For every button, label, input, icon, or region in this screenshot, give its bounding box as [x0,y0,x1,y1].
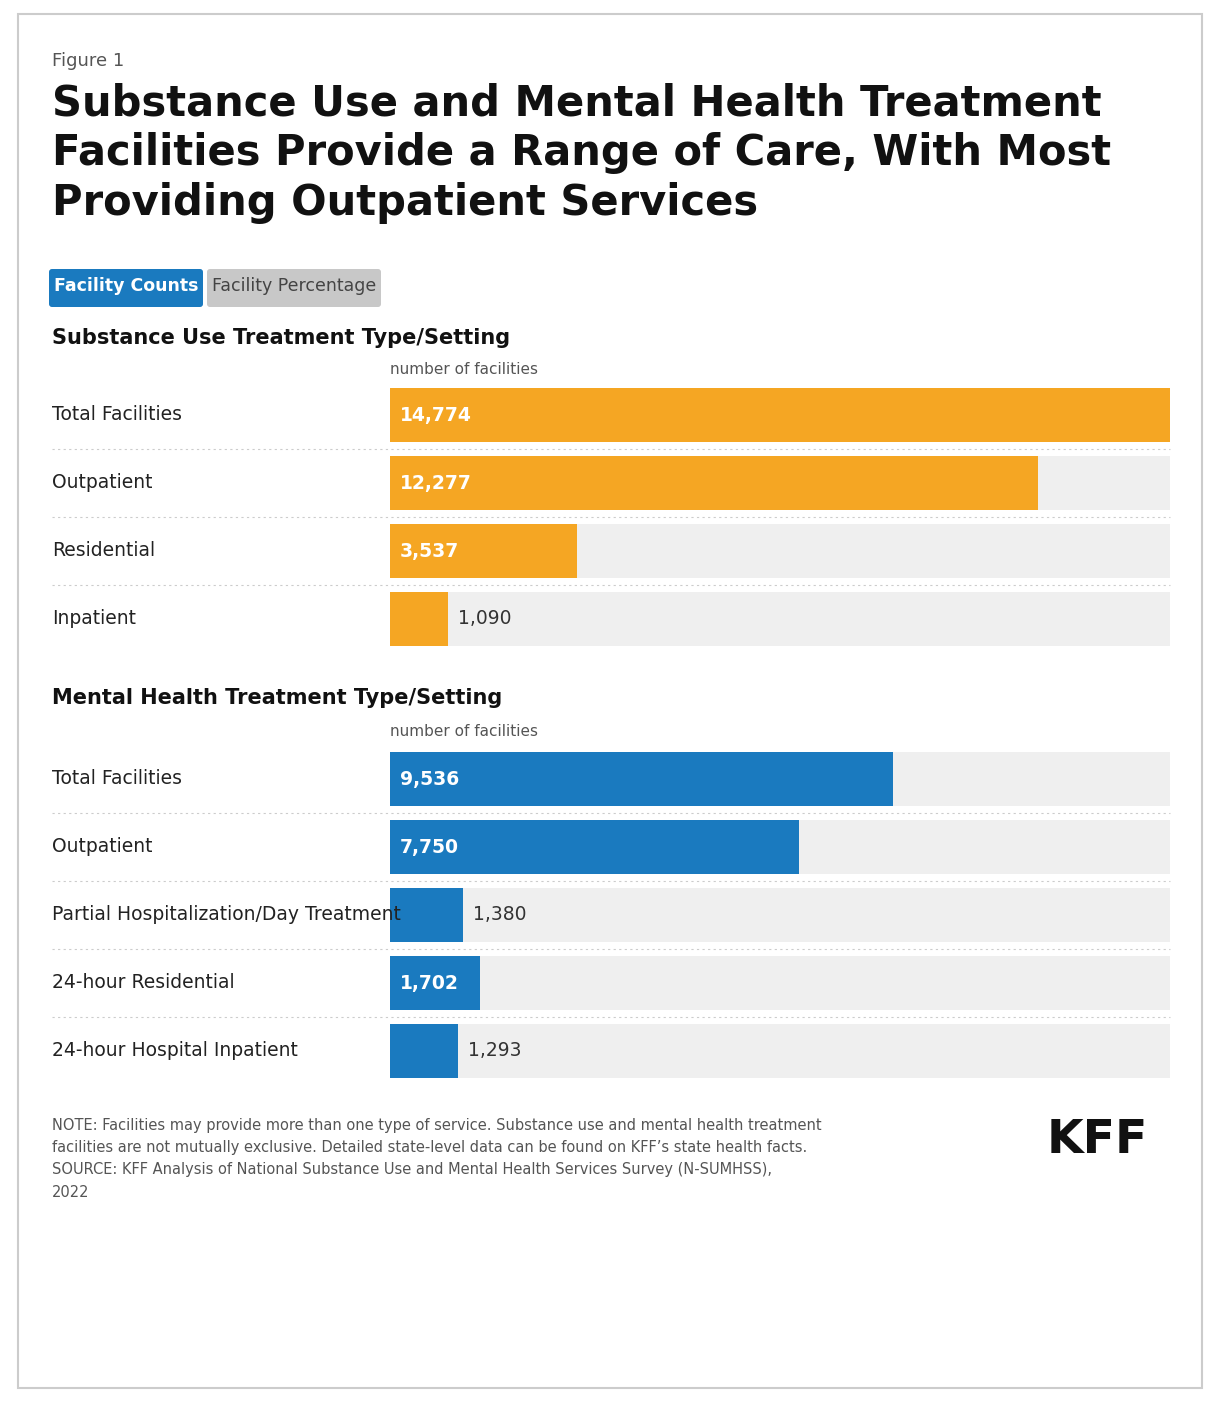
Bar [390,820,799,873]
Text: Substance Use Treatment Type/Setting: Substance Use Treatment Type/Setting [52,328,510,348]
Bar [390,751,893,806]
Text: NOTE: Facilities may provide more than one type of service. Substance use and me: NOTE: Facilities may provide more than o… [52,1117,821,1200]
FancyBboxPatch shape [49,269,203,307]
Bar [390,1023,1170,1078]
Text: Facility Counts: Facility Counts [54,278,198,294]
Text: number of facilities: number of facilities [390,723,538,739]
Text: Facility Percentage: Facility Percentage [212,278,376,294]
Text: Total Facilities: Total Facilities [52,770,182,788]
Text: 9,536: 9,536 [400,770,459,788]
Text: 12,277: 12,277 [400,474,472,492]
Bar [390,456,1038,510]
Text: 1,090: 1,090 [458,610,511,628]
Text: Substance Use and Mental Health Treatment
Facilities Provide a Range of Care, Wi: Substance Use and Mental Health Treatmen… [52,81,1111,224]
Text: 3,537: 3,537 [400,541,459,561]
Text: Partial Hospitalization/Day Treatment: Partial Hospitalization/Day Treatment [52,906,401,924]
Bar [390,820,1170,873]
Bar [390,592,448,646]
Bar [390,751,1170,806]
Text: 24-hour Hospital Inpatient: 24-hour Hospital Inpatient [52,1042,298,1060]
Bar [390,388,1170,442]
Text: Mental Health Treatment Type/Setting: Mental Health Treatment Type/Setting [52,688,503,708]
FancyBboxPatch shape [18,14,1202,1388]
FancyBboxPatch shape [207,269,381,307]
Bar [390,956,479,1009]
Bar [390,592,1170,646]
Bar [390,456,1170,510]
Text: Residential: Residential [52,541,155,561]
Bar [390,524,577,578]
Bar [390,524,1170,578]
Text: 7,750: 7,750 [400,837,459,857]
Text: 1,380: 1,380 [473,906,526,924]
Bar [390,388,1170,442]
Text: number of facilities: number of facilities [390,362,538,377]
Text: Total Facilities: Total Facilities [52,405,182,425]
Bar [390,956,1170,1009]
Text: 14,774: 14,774 [400,405,472,425]
Bar [390,887,1170,942]
Bar [390,887,462,942]
Text: 1,702: 1,702 [400,973,459,993]
Text: Figure 1: Figure 1 [52,52,124,70]
Text: 1,293: 1,293 [468,1042,522,1060]
Text: Inpatient: Inpatient [52,610,135,628]
Text: Outpatient: Outpatient [52,474,152,492]
Bar [390,1023,459,1078]
Text: Outpatient: Outpatient [52,837,152,857]
Text: 24-hour Residential: 24-hour Residential [52,973,234,993]
Text: KFF: KFF [1047,1117,1148,1164]
